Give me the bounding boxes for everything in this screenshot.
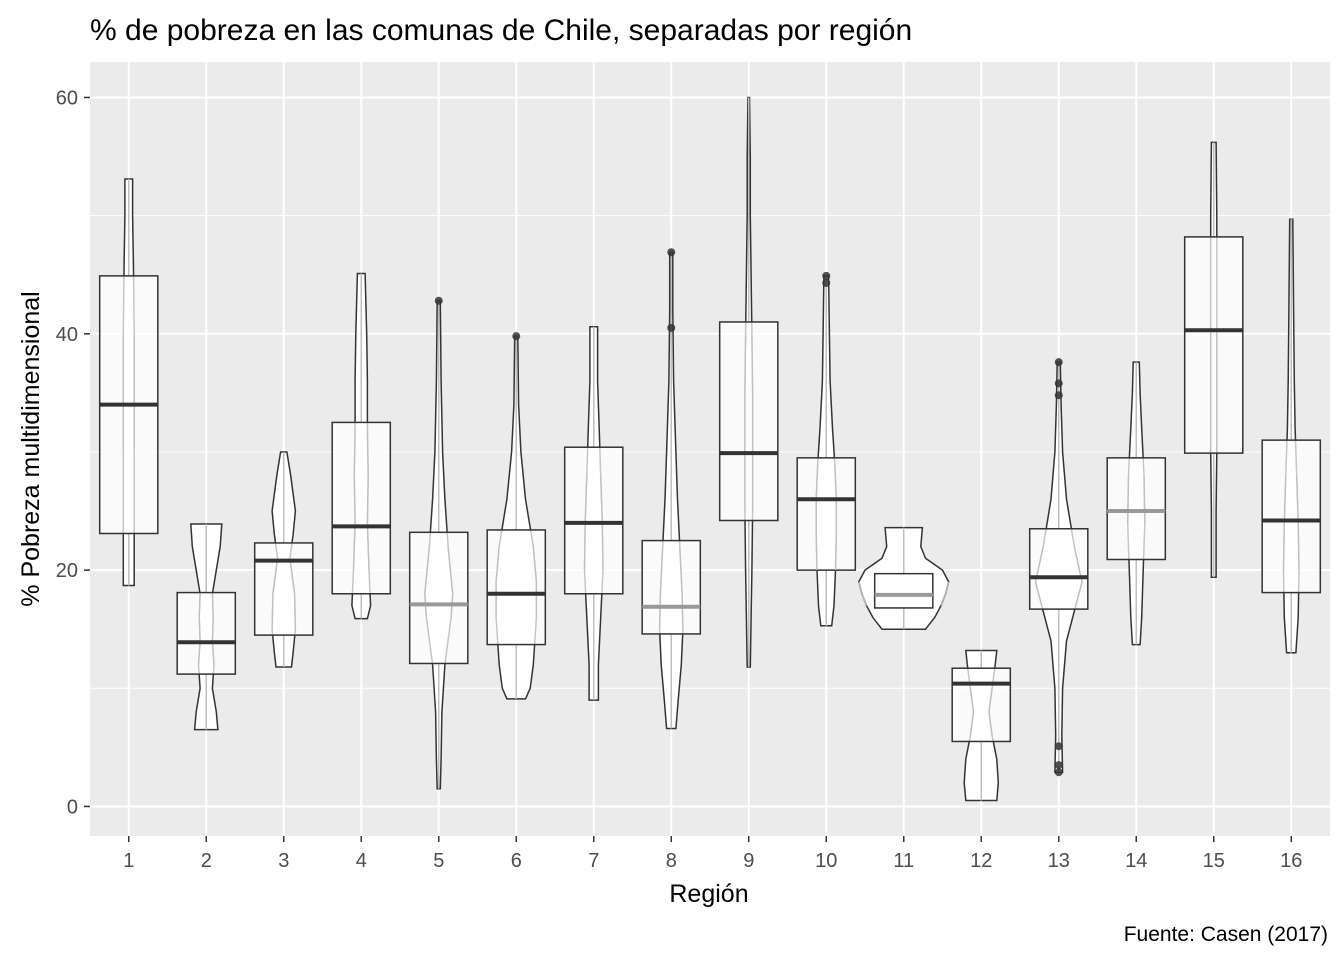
box-body bbox=[796, 457, 857, 571]
violin-inner-left bbox=[1127, 475, 1130, 523]
violin-inner-left bbox=[271, 558, 279, 630]
violin-inner-right bbox=[679, 546, 684, 630]
violin-inner-right bbox=[366, 428, 370, 571]
chart-caption: Fuente: Casen (2017) bbox=[1124, 923, 1328, 946]
violin-inner-right bbox=[988, 688, 993, 736]
violin-inner-left bbox=[424, 546, 431, 618]
x-tick-label: 12 bbox=[970, 850, 992, 872]
outlier-point bbox=[1054, 379, 1063, 388]
box-body bbox=[641, 539, 702, 635]
outlier-point bbox=[667, 323, 676, 332]
violin-inner-left bbox=[744, 333, 747, 512]
violin-inner-right bbox=[1296, 475, 1300, 571]
x-axis-ticks: 1 2 3 4 5 6 7 8 9 10 11 12 13 14 15 16 bbox=[123, 836, 1302, 872]
box-body bbox=[1183, 236, 1244, 454]
box-region-4 bbox=[331, 273, 392, 619]
box-region-16 bbox=[1261, 219, 1322, 653]
chart-title: % de pobreza en las comunas de Chile, se… bbox=[90, 14, 912, 47]
violin-inner-right bbox=[211, 593, 215, 665]
box-region-13 bbox=[1028, 362, 1089, 773]
violin-inner-left bbox=[1282, 475, 1287, 571]
x-tick-label: 16 bbox=[1280, 850, 1302, 872]
box-layer bbox=[98, 97, 1322, 801]
box-region-6 bbox=[486, 336, 547, 699]
violin-inner-left bbox=[659, 546, 664, 630]
outlier-point bbox=[1054, 768, 1063, 777]
x-tick-label: 11 bbox=[893, 850, 914, 872]
outlier-point bbox=[667, 248, 676, 257]
outlier-point bbox=[1054, 761, 1063, 770]
box-region-5 bbox=[408, 300, 469, 789]
violin-inner-left bbox=[495, 546, 500, 618]
x-tick-label: 8 bbox=[666, 850, 677, 872]
box-region-3 bbox=[253, 451, 314, 668]
box-region-2 bbox=[176, 524, 237, 730]
violin-inner-right bbox=[447, 546, 454, 618]
x-tick-label: 15 bbox=[1203, 850, 1225, 872]
box-body bbox=[1261, 439, 1322, 594]
box-region-8 bbox=[641, 252, 702, 729]
box-body bbox=[486, 529, 547, 646]
outlier-point bbox=[822, 278, 831, 287]
x-tick-label: 1 bbox=[123, 850, 134, 872]
x-tick-label: 9 bbox=[743, 850, 754, 872]
y-tick-label: 20 bbox=[56, 560, 78, 582]
outlier-layer bbox=[434, 248, 1063, 777]
x-tick-label: 3 bbox=[278, 850, 289, 872]
y-tick-label: 60 bbox=[56, 87, 78, 109]
box-region-15 bbox=[1183, 142, 1244, 578]
box-region-10 bbox=[796, 275, 857, 626]
violin-inner-right bbox=[532, 546, 537, 618]
x-tick-label: 7 bbox=[588, 850, 599, 872]
outlier-point bbox=[822, 271, 831, 280]
violin-inner-right bbox=[289, 558, 296, 630]
violin-inner-left bbox=[969, 688, 975, 736]
violin-inner-left bbox=[815, 463, 819, 571]
violin-inner-left bbox=[352, 428, 356, 571]
x-tick-label: 2 bbox=[201, 850, 212, 872]
box-body bbox=[718, 321, 779, 522]
violin-inner-right bbox=[1073, 546, 1083, 606]
box-region-7 bbox=[563, 326, 624, 701]
violin-inner-left bbox=[197, 593, 201, 665]
violin-inner-left bbox=[1034, 546, 1044, 606]
x-tick-label: 14 bbox=[1125, 850, 1147, 872]
box-region-12 bbox=[951, 650, 1012, 801]
y-tick-label: 40 bbox=[56, 324, 78, 346]
x-axis-title: Región bbox=[669, 880, 748, 908]
box-body bbox=[563, 446, 624, 595]
x-tick-label: 4 bbox=[356, 850, 367, 872]
outlier-point bbox=[512, 332, 521, 341]
box-region-1 bbox=[98, 178, 159, 586]
box-body bbox=[176, 591, 237, 675]
box-body bbox=[951, 667, 1012, 743]
outlier-point bbox=[434, 296, 443, 305]
box-region-9 bbox=[718, 97, 779, 668]
box-body bbox=[408, 531, 469, 665]
violin-inner-right bbox=[940, 581, 950, 606]
violin-inner-left bbox=[858, 581, 868, 606]
box-region-14 bbox=[1106, 362, 1167, 645]
plot-panel bbox=[90, 62, 1330, 836]
violin-inner-right bbox=[1143, 475, 1146, 523]
box-body bbox=[873, 572, 934, 609]
box-body bbox=[1106, 457, 1167, 561]
x-tick-label: 5 bbox=[433, 850, 444, 872]
outlier-point bbox=[1054, 742, 1063, 751]
y-axis-ticks: 0 20 40 60 bbox=[56, 87, 90, 818]
x-tick-label: 13 bbox=[1048, 850, 1070, 872]
x-tick-label: 10 bbox=[815, 850, 837, 872]
violin-inner-right bbox=[834, 463, 837, 571]
outlier-point bbox=[1054, 391, 1063, 400]
y-axis-title: % Pobreza multidimensional bbox=[17, 291, 45, 606]
box-body bbox=[331, 421, 392, 595]
y-tick-label: 0 bbox=[67, 796, 78, 818]
x-tick-label: 6 bbox=[511, 850, 522, 872]
box-region-11 bbox=[858, 527, 950, 630]
violin-inner-right bbox=[751, 333, 754, 512]
box-body bbox=[253, 542, 314, 636]
outlier-point bbox=[1054, 358, 1063, 367]
